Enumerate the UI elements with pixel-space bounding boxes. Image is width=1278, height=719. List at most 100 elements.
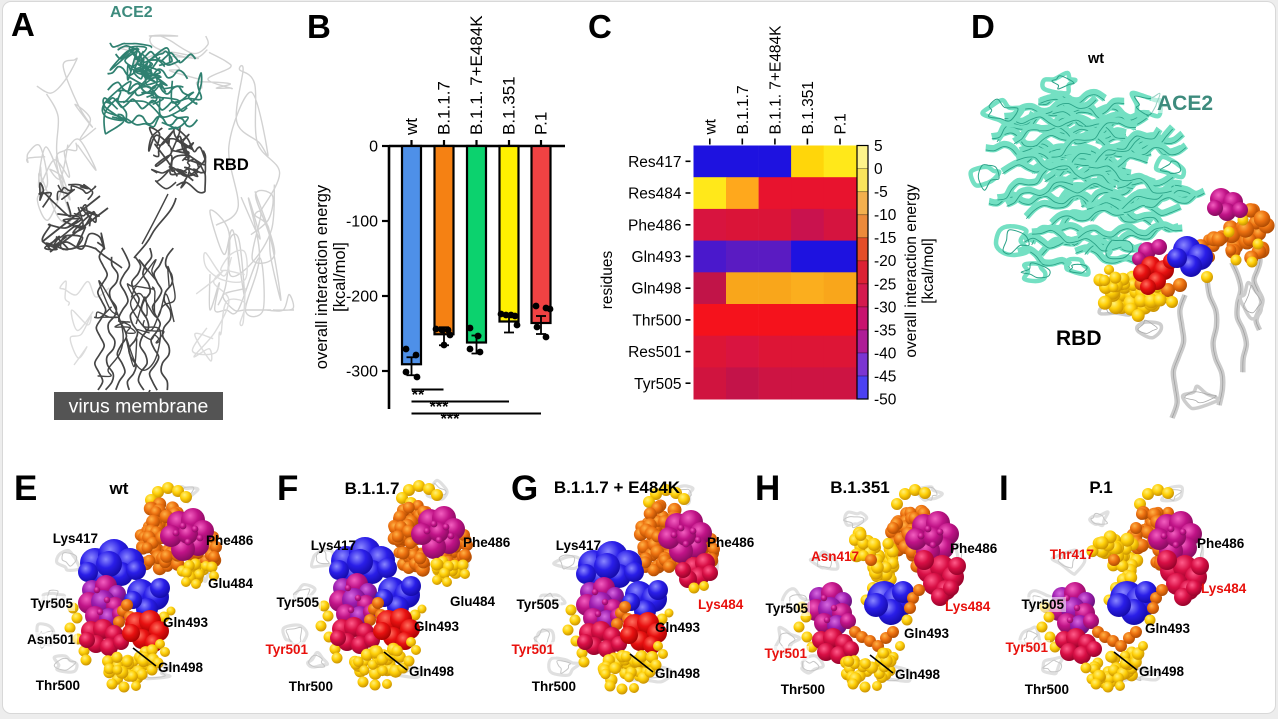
svg-text:Phe486: Phe486 <box>1197 536 1245 551</box>
svg-text:Gln498: Gln498 <box>158 660 204 675</box>
svg-text:Gln498: Gln498 <box>655 666 701 681</box>
svg-text:-10: -10 <box>874 207 897 224</box>
svg-text:ACE2: ACE2 <box>1157 92 1213 115</box>
svg-text:5: 5 <box>874 138 883 155</box>
svg-text:Phe486: Phe486 <box>950 541 998 556</box>
svg-text:wt: wt <box>1087 51 1104 67</box>
svg-text:Gln498: Gln498 <box>632 281 682 298</box>
svg-text:wt: wt <box>109 479 129 498</box>
svg-text:Asn417: Asn417 <box>811 549 859 564</box>
svg-text:RBD: RBD <box>1056 327 1102 350</box>
svg-text:E: E <box>14 469 37 508</box>
svg-text:Thr500: Thr500 <box>289 679 333 694</box>
svg-text:B.1.1.7: B.1.1.7 <box>345 479 400 498</box>
svg-text:Tyr505: Tyr505 <box>516 597 559 612</box>
svg-text:0: 0 <box>369 139 378 156</box>
svg-text:Thr500: Thr500 <box>632 312 681 329</box>
svg-text:Gln498: Gln498 <box>1139 664 1185 679</box>
svg-text:Phe486: Phe486 <box>463 535 511 550</box>
svg-text:Tyr501: Tyr501 <box>511 642 554 657</box>
svg-text:Tyr501: Tyr501 <box>1005 640 1048 655</box>
svg-text:C: C <box>588 8 612 45</box>
svg-text:-300: -300 <box>346 364 378 381</box>
svg-text:Tyr505: Tyr505 <box>634 376 681 393</box>
svg-text:Tyr505: Tyr505 <box>30 596 73 611</box>
svg-text:Gln493: Gln493 <box>1145 621 1191 636</box>
svg-text:-25: -25 <box>874 276 896 293</box>
svg-text:Gln493: Gln493 <box>414 619 460 634</box>
svg-text:-15: -15 <box>874 230 896 247</box>
svg-text:B.1.1. 7+E484K: B.1.1. 7+E484K <box>767 25 784 135</box>
svg-text:ACE2: ACE2 <box>110 4 153 21</box>
svg-text:-5: -5 <box>874 184 888 201</box>
svg-text:Tyr505: Tyr505 <box>765 601 808 616</box>
svg-text:B.1.351: B.1.351 <box>500 76 519 135</box>
svg-text:Tyr505: Tyr505 <box>276 595 319 610</box>
svg-text:***: *** <box>430 399 449 416</box>
svg-text:overall interaction energy: overall interaction energy <box>903 184 920 357</box>
svg-text:A: A <box>11 6 35 43</box>
svg-text:Asn501: Asn501 <box>27 632 76 647</box>
svg-text:Gln493: Gln493 <box>163 615 209 630</box>
svg-text:-45: -45 <box>874 368 896 385</box>
svg-text:Tyr501: Tyr501 <box>265 642 308 657</box>
svg-text:[kcal/mol]: [kcal/mol] <box>920 238 937 303</box>
svg-text:Phe486: Phe486 <box>206 533 254 548</box>
svg-text:P.1: P.1 <box>532 112 551 135</box>
svg-text:Gln493: Gln493 <box>655 620 701 635</box>
svg-text:P.1: P.1 <box>1089 478 1112 497</box>
svg-text:Tyr505: Tyr505 <box>1021 597 1064 612</box>
svg-text:Phe486: Phe486 <box>707 535 755 550</box>
svg-text:Gln493: Gln493 <box>904 626 950 641</box>
svg-text:Lys417: Lys417 <box>311 538 356 553</box>
svg-text:D: D <box>971 8 995 45</box>
svg-text:RBD: RBD <box>213 156 249 174</box>
svg-text:Lys417: Lys417 <box>53 531 98 546</box>
svg-text:Thr500: Thr500 <box>1025 682 1069 697</box>
svg-text:Phe486: Phe486 <box>628 217 681 234</box>
svg-text:residues: residues <box>599 250 616 309</box>
svg-text:-20: -20 <box>874 253 897 270</box>
svg-text:B.1.1.7: B.1.1.7 <box>435 81 454 135</box>
svg-text:virus membrane: virus membrane <box>69 396 209 418</box>
svg-text:Thr500: Thr500 <box>781 682 825 697</box>
svg-text:-30: -30 <box>874 299 897 316</box>
svg-text:**: ** <box>412 387 425 404</box>
svg-text:I: I <box>999 469 1009 508</box>
svg-text:Tyr501: Tyr501 <box>764 646 807 661</box>
svg-text:Gln498: Gln498 <box>895 667 941 682</box>
svg-text:B.1.351: B.1.351 <box>830 478 890 497</box>
svg-text:P.1: P.1 <box>832 113 849 134</box>
svg-text:[kcal/mol]: [kcal/mol] <box>331 242 349 312</box>
svg-text:Glu484: Glu484 <box>450 594 496 609</box>
svg-text:B.1.1.7 + E484K: B.1.1.7 + E484K <box>554 478 681 497</box>
svg-text:Lys417: Lys417 <box>556 538 601 553</box>
svg-text:wt: wt <box>702 118 719 135</box>
svg-text:Res417: Res417 <box>628 154 681 171</box>
svg-text:-200: -200 <box>346 289 378 306</box>
svg-text:F: F <box>277 469 298 508</box>
svg-text:Res501: Res501 <box>628 344 681 361</box>
svg-text:-40: -40 <box>874 345 897 362</box>
svg-text:0: 0 <box>874 161 883 178</box>
svg-text:Thr417: Thr417 <box>1050 547 1094 562</box>
svg-text:B.1.1. 7+E484K: B.1.1. 7+E484K <box>467 15 486 135</box>
svg-text:H: H <box>755 469 780 508</box>
svg-text:Glu484: Glu484 <box>208 576 254 591</box>
svg-text:Gln498: Gln498 <box>409 664 455 679</box>
svg-text:B.1.351: B.1.351 <box>800 81 817 134</box>
svg-text:overall interaction energy: overall interaction energy <box>313 184 331 369</box>
svg-text:Lys484: Lys484 <box>945 599 991 614</box>
svg-text:Thr500: Thr500 <box>36 678 80 693</box>
svg-text:Res484: Res484 <box>628 186 682 203</box>
svg-text:Lys484: Lys484 <box>698 597 744 612</box>
svg-text:Gln493: Gln493 <box>632 249 682 266</box>
svg-text:G: G <box>511 469 538 508</box>
svg-text:B: B <box>307 8 331 45</box>
svg-text:wt: wt <box>402 118 421 136</box>
svg-text:-100: -100 <box>346 214 378 231</box>
svg-text:-50: -50 <box>874 392 897 409</box>
svg-text:B.1.1.7: B.1.1.7 <box>735 85 752 134</box>
svg-text:-35: -35 <box>874 322 896 339</box>
svg-text:Lys484: Lys484 <box>1201 581 1247 596</box>
